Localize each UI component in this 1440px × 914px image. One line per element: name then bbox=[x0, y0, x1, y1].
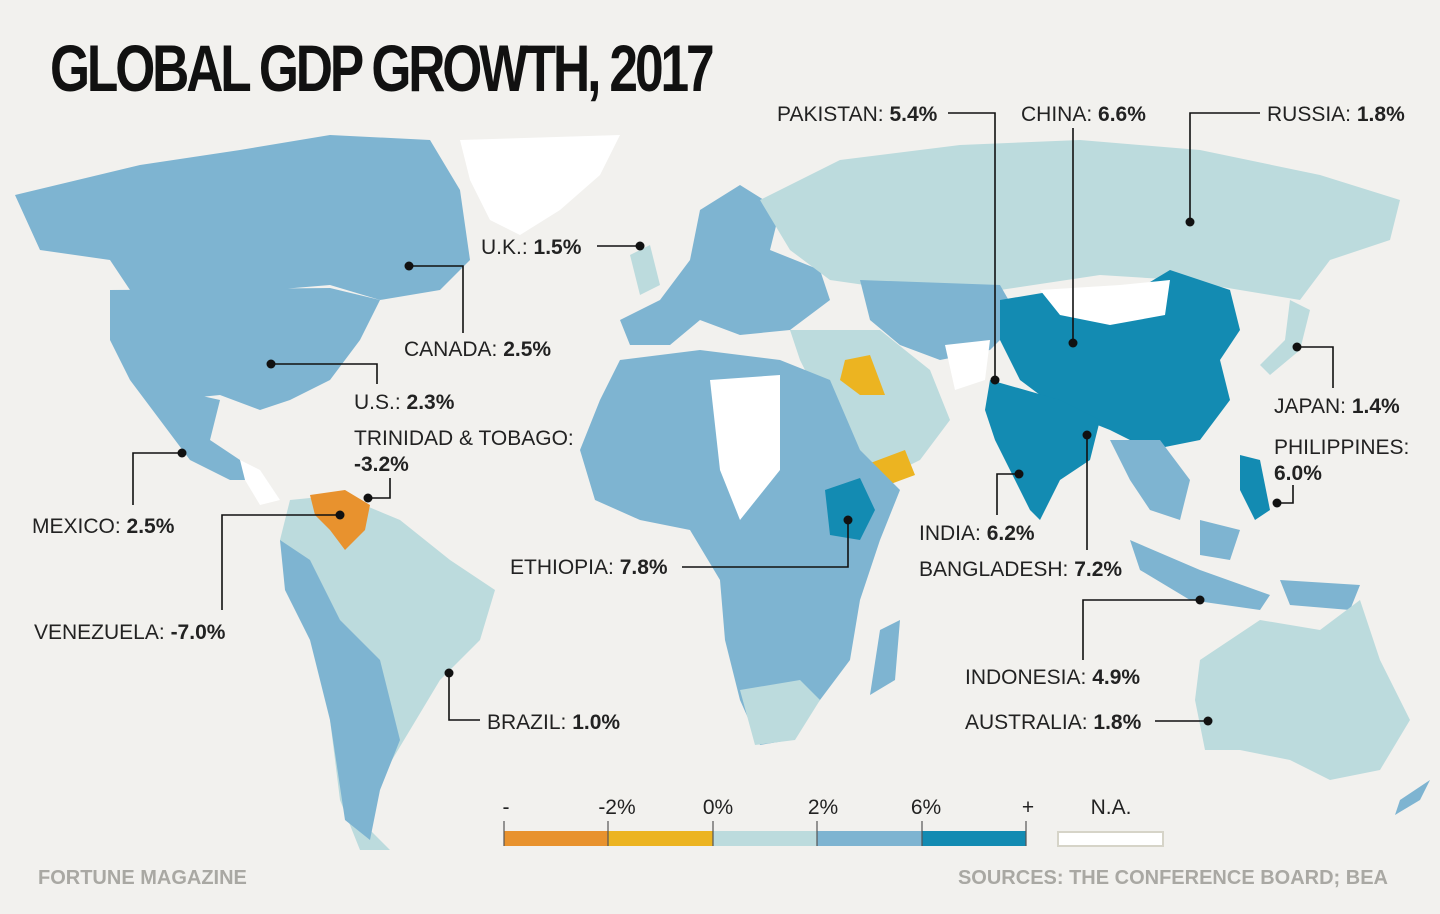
united-states bbox=[110, 288, 380, 410]
callout-indonesia: INDONESIA: 4.9% bbox=[965, 666, 1140, 689]
callout-venezuela: VENEZUELA: -7.0% bbox=[34, 621, 226, 644]
callout-us: U.S.: 2.3% bbox=[354, 391, 455, 414]
footer-sources: SOURCES: THE CONFERENCE BOARD; BEA bbox=[957, 867, 1388, 889]
legend-tick: -2% bbox=[598, 796, 635, 819]
south-africa bbox=[740, 680, 820, 745]
legend-swatch-minus2-0 bbox=[608, 831, 713, 846]
callout-brazil: BRAZIL: 1.0% bbox=[487, 711, 620, 734]
central-asia bbox=[860, 280, 1020, 360]
legend-na-label: N.A. bbox=[1091, 796, 1132, 819]
madagascar bbox=[870, 620, 900, 695]
callout-canada: CANADA: 2.5% bbox=[404, 338, 551, 361]
russia bbox=[760, 140, 1400, 300]
legend-swatch-above-6 bbox=[922, 831, 1026, 846]
indonesia bbox=[1130, 520, 1360, 610]
callout-india: INDIA: 6.2% bbox=[919, 522, 1035, 545]
india bbox=[985, 380, 1100, 520]
callout-ethiopia: ETHIOPIA: 7.8% bbox=[510, 556, 668, 579]
united-kingdom bbox=[630, 245, 660, 295]
middle-east bbox=[790, 330, 950, 480]
legend-swatch-0-2 bbox=[713, 831, 817, 846]
greenland bbox=[460, 135, 620, 235]
callout-uk: U.K.: 1.5% bbox=[481, 236, 582, 259]
legend-tick: 0% bbox=[703, 796, 733, 819]
legend-swatch-na bbox=[1057, 831, 1164, 847]
legend-swatch-below-minus2 bbox=[504, 831, 608, 846]
callout-russia: RUSSIA: 1.8% bbox=[1267, 103, 1405, 126]
europe bbox=[620, 185, 830, 345]
australia bbox=[1195, 600, 1410, 780]
legend: - -2% 0% 2% 6% + N.A. bbox=[503, 796, 1164, 847]
new-zealand bbox=[1395, 780, 1430, 815]
north-africa-na bbox=[710, 375, 780, 520]
legend-tick: 6% bbox=[911, 796, 941, 819]
venezuela bbox=[310, 490, 370, 550]
mexico bbox=[130, 380, 250, 480]
legend-tick: + bbox=[1022, 796, 1034, 819]
southeast-asia bbox=[1110, 440, 1190, 520]
legend-tick: 2% bbox=[808, 796, 838, 819]
legend-swatch-2-6 bbox=[817, 831, 922, 846]
japan bbox=[1260, 300, 1310, 375]
africa bbox=[580, 350, 900, 745]
canada bbox=[15, 135, 470, 300]
iraq bbox=[840, 355, 885, 395]
legend-tick: - bbox=[503, 796, 510, 819]
philippines bbox=[1240, 455, 1270, 520]
callout-mexico: MEXICO: 2.5% bbox=[32, 515, 175, 538]
callout-bangladesh: BANGLADESH: 7.2% bbox=[919, 558, 1122, 581]
callout-pakistan: PAKISTAN: 5.4% bbox=[777, 103, 938, 126]
leader-lines bbox=[132, 112, 1334, 726]
callout-australia: AUSTRALIA: 1.8% bbox=[965, 711, 1142, 734]
callout-trinidad-tobago: TRINIDAD & TOBAGO: -3.2% bbox=[354, 427, 574, 476]
central-america bbox=[240, 460, 280, 505]
callout-philippines: PHILIPPINES: 6.0% bbox=[1274, 436, 1409, 485]
callout-china: CHINA: 6.6% bbox=[1021, 103, 1146, 126]
south-america bbox=[280, 495, 495, 850]
map-title: GLOBAL GDP GROWTH, 2017 bbox=[50, 31, 715, 105]
west-south-america bbox=[280, 540, 400, 840]
callout-japan: JAPAN: 1.4% bbox=[1274, 395, 1400, 418]
footer-credit: FORTUNE MAGAZINE bbox=[38, 867, 247, 889]
ethiopia bbox=[825, 478, 875, 540]
afghanistan bbox=[945, 340, 990, 390]
